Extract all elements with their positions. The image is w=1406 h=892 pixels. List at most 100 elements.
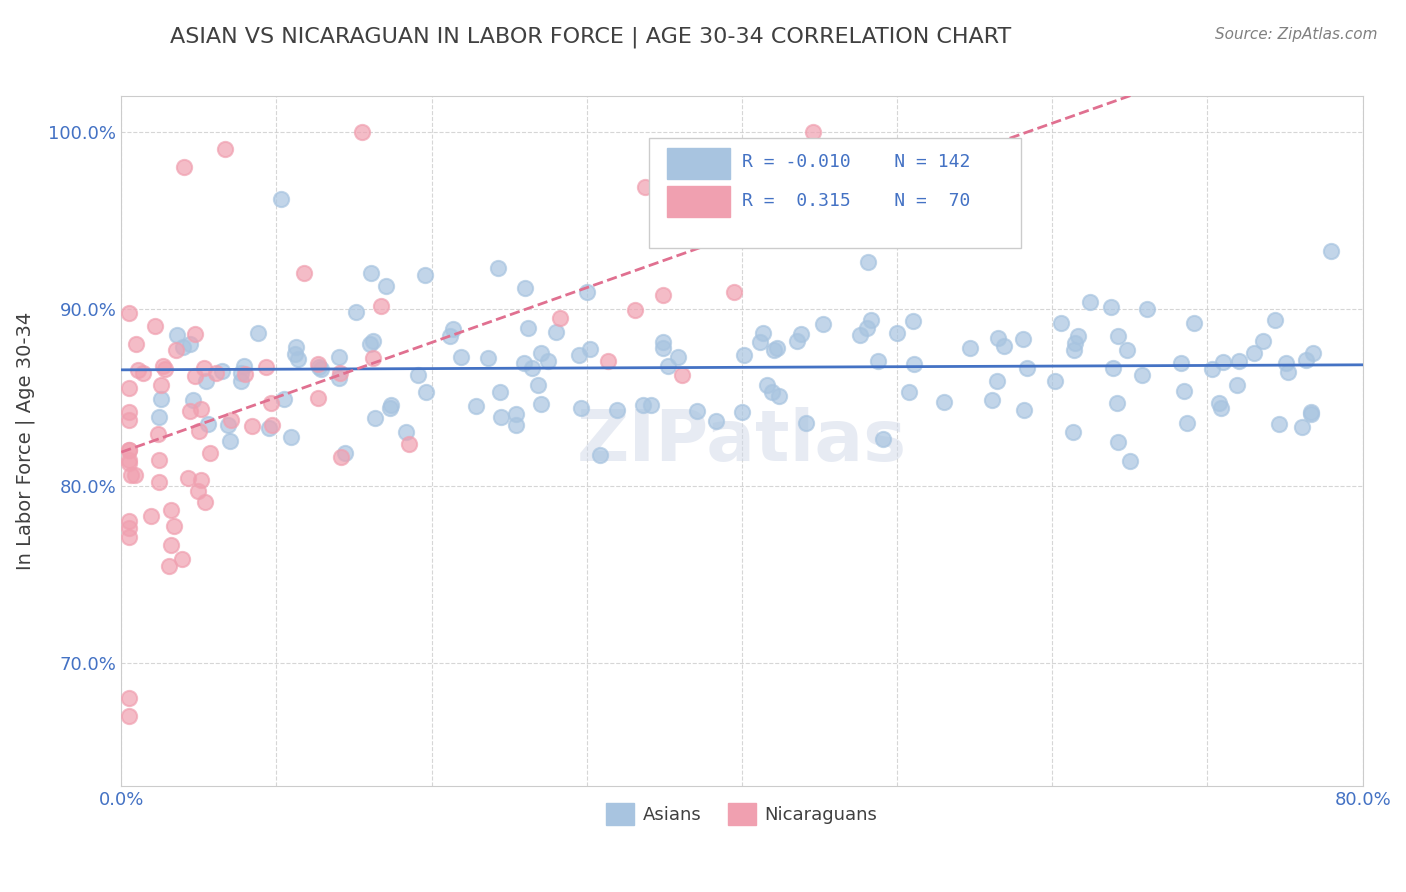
Point bbox=[589, 448, 612, 462]
Point bbox=[398, 437, 420, 451]
Point bbox=[254, 360, 277, 375]
Point bbox=[488, 260, 510, 275]
Text: Source: ZipAtlas.com: Source: ZipAtlas.com bbox=[1215, 27, 1378, 42]
Point bbox=[307, 357, 329, 371]
Y-axis label: In Labor Force | Age 30-34: In Labor Force | Age 30-34 bbox=[15, 312, 35, 570]
Point bbox=[751, 326, 773, 340]
Point bbox=[651, 335, 673, 350]
Point bbox=[623, 302, 645, 317]
Point bbox=[1105, 396, 1128, 410]
Point bbox=[406, 368, 429, 383]
Point bbox=[160, 503, 183, 517]
Point bbox=[1118, 453, 1140, 467]
Point bbox=[489, 385, 512, 400]
Point bbox=[786, 334, 808, 348]
Text: ASIAN VS NICARAGUAN IN LABOR FORCE | AGE 30-34 CORRELATION CHART: ASIAN VS NICARAGUAN IN LABOR FORCE | AGE… bbox=[170, 27, 1011, 48]
Point bbox=[903, 357, 925, 371]
Point bbox=[606, 402, 628, 417]
Point bbox=[811, 317, 834, 331]
Point bbox=[1101, 361, 1123, 376]
Point bbox=[183, 327, 205, 342]
Point bbox=[1275, 356, 1298, 370]
Point bbox=[1170, 356, 1192, 370]
Point bbox=[1064, 336, 1087, 351]
Point bbox=[260, 417, 283, 432]
Point bbox=[465, 399, 488, 413]
Point bbox=[118, 453, 141, 467]
Point bbox=[229, 366, 252, 380]
Point bbox=[415, 384, 437, 399]
Point bbox=[363, 351, 385, 365]
Point bbox=[240, 419, 263, 434]
Point bbox=[513, 355, 536, 369]
Point bbox=[491, 410, 513, 425]
Point bbox=[981, 392, 1004, 407]
Point bbox=[855, 321, 877, 335]
Point bbox=[1301, 404, 1323, 418]
FancyBboxPatch shape bbox=[668, 186, 730, 217]
Point bbox=[260, 396, 283, 410]
Point bbox=[1277, 366, 1299, 380]
Point bbox=[183, 392, 205, 407]
Point bbox=[1012, 332, 1035, 346]
Point bbox=[671, 368, 693, 382]
Point bbox=[1175, 416, 1198, 430]
Point bbox=[118, 442, 141, 457]
Point bbox=[152, 359, 174, 374]
Point bbox=[1107, 329, 1129, 343]
Point bbox=[120, 468, 142, 483]
Point bbox=[1320, 244, 1343, 258]
Point bbox=[733, 348, 755, 362]
Point bbox=[370, 300, 392, 314]
Point bbox=[640, 399, 662, 413]
Point bbox=[686, 404, 709, 418]
Point bbox=[567, 348, 589, 362]
Point bbox=[257, 421, 280, 435]
Point bbox=[149, 392, 172, 406]
Point bbox=[1302, 346, 1324, 360]
Point bbox=[148, 410, 170, 425]
Point bbox=[1208, 396, 1230, 410]
Point bbox=[477, 351, 499, 365]
Point bbox=[959, 341, 981, 355]
Point bbox=[157, 559, 180, 574]
Point bbox=[1012, 403, 1035, 417]
Point bbox=[439, 329, 461, 343]
Text: R = -0.010    N = 142: R = -0.010 N = 142 bbox=[742, 153, 970, 170]
Point bbox=[118, 306, 141, 320]
Point bbox=[139, 508, 162, 523]
Point bbox=[328, 371, 350, 385]
Point bbox=[631, 398, 654, 412]
Point bbox=[1063, 343, 1085, 357]
Point bbox=[211, 364, 233, 378]
Point bbox=[284, 347, 307, 361]
Point bbox=[184, 368, 207, 383]
Point bbox=[124, 468, 146, 483]
Point bbox=[1107, 435, 1129, 450]
Point bbox=[155, 362, 177, 376]
Point bbox=[287, 351, 309, 366]
Point bbox=[666, 351, 689, 365]
Point bbox=[441, 322, 464, 336]
Point bbox=[148, 475, 170, 490]
Point bbox=[505, 417, 527, 432]
Point bbox=[1299, 408, 1322, 422]
Point bbox=[118, 690, 141, 705]
Point bbox=[530, 346, 553, 360]
Point bbox=[359, 337, 381, 351]
Point bbox=[118, 514, 141, 528]
Point bbox=[149, 378, 172, 392]
Point bbox=[856, 254, 879, 268]
Point bbox=[118, 381, 141, 395]
Point bbox=[190, 473, 212, 487]
Point bbox=[1115, 343, 1137, 357]
Point bbox=[200, 446, 222, 460]
Point bbox=[413, 268, 436, 282]
Point bbox=[172, 340, 194, 354]
Point bbox=[550, 310, 572, 325]
Point bbox=[173, 160, 195, 174]
Point bbox=[1067, 329, 1090, 343]
Point bbox=[166, 327, 188, 342]
Point bbox=[1099, 300, 1122, 314]
Point bbox=[1136, 301, 1159, 316]
